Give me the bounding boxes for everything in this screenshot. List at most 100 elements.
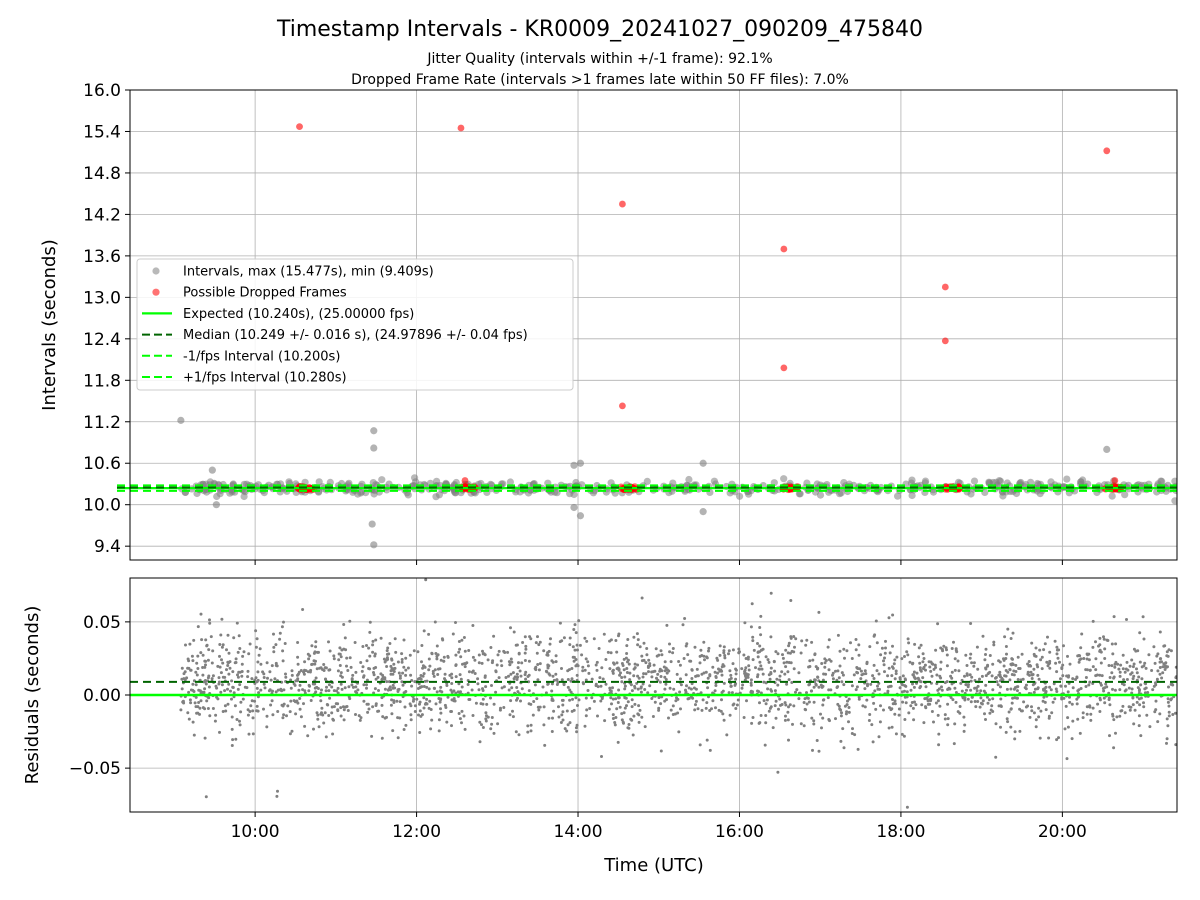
residual-point bbox=[872, 677, 876, 680]
residual-point bbox=[454, 664, 458, 667]
residual-point bbox=[339, 682, 343, 686]
residual-point bbox=[536, 678, 540, 682]
residual-point bbox=[917, 646, 921, 650]
residual-point bbox=[903, 684, 907, 688]
residual-point bbox=[374, 638, 378, 642]
residual-point bbox=[257, 691, 261, 695]
residual-point bbox=[953, 722, 957, 726]
residual-point bbox=[1038, 648, 1042, 652]
residual-point bbox=[812, 685, 816, 689]
residual-point bbox=[918, 666, 922, 670]
residual-point bbox=[408, 653, 412, 657]
residual-point bbox=[497, 649, 501, 653]
residual-point bbox=[958, 711, 962, 715]
residual-point bbox=[303, 724, 307, 728]
residual-point bbox=[963, 674, 966, 678]
residual-point bbox=[936, 713, 940, 717]
residual-point bbox=[918, 679, 922, 683]
residual-point bbox=[664, 678, 668, 681]
residual-point bbox=[711, 665, 715, 669]
residual-point bbox=[859, 677, 863, 681]
residual-point bbox=[759, 664, 763, 668]
residual-point bbox=[1089, 718, 1093, 722]
residual-point bbox=[550, 697, 554, 701]
residual-point bbox=[941, 649, 945, 653]
residual-point bbox=[622, 657, 626, 661]
residual-point bbox=[1137, 689, 1141, 693]
residual-point bbox=[774, 716, 778, 720]
interval-point bbox=[685, 475, 693, 484]
residual-point bbox=[954, 647, 958, 651]
residual-point bbox=[668, 686, 672, 690]
residual-point bbox=[758, 701, 761, 705]
residual-point bbox=[1081, 711, 1085, 715]
residual-point bbox=[1085, 652, 1089, 656]
residual-point bbox=[227, 682, 231, 686]
residual-point bbox=[1127, 686, 1131, 690]
residual-point bbox=[633, 702, 637, 706]
residual-point bbox=[1079, 646, 1083, 650]
residual-point bbox=[817, 610, 821, 614]
residual-point bbox=[440, 637, 444, 641]
residual-point bbox=[328, 696, 332, 700]
x-tick-label-0: 10:00 bbox=[231, 822, 280, 842]
residual-point bbox=[336, 686, 340, 690]
residual-point bbox=[937, 732, 941, 736]
residual-point bbox=[701, 698, 705, 702]
residual-point bbox=[514, 730, 518, 734]
interval-point bbox=[378, 476, 386, 484]
residual-point bbox=[265, 725, 269, 729]
residual-point bbox=[1030, 705, 1033, 709]
residual-point bbox=[760, 667, 764, 671]
residual-point bbox=[418, 676, 422, 680]
residual-point bbox=[621, 664, 625, 667]
residual-point bbox=[626, 638, 630, 641]
top-panel: 9.410.010.611.211.812.413.013.614.214.81… bbox=[83, 81, 1178, 565]
legend: Intervals, max (15.477s), min (9.409s)Po… bbox=[136, 258, 574, 391]
residual-point bbox=[758, 644, 762, 648]
residual-point bbox=[307, 683, 311, 687]
residual-point bbox=[434, 702, 438, 706]
residual-point bbox=[646, 666, 650, 669]
residual-point bbox=[421, 666, 425, 670]
residual-point bbox=[221, 643, 225, 647]
residual-point bbox=[1085, 657, 1089, 661]
residual-point bbox=[811, 748, 814, 752]
residual-point bbox=[1065, 757, 1069, 761]
residual-point bbox=[940, 688, 944, 692]
residual-point bbox=[783, 718, 787, 722]
residual-point bbox=[786, 718, 790, 722]
residual-point bbox=[1077, 660, 1081, 664]
residual-point bbox=[231, 738, 235, 742]
residual-point bbox=[871, 674, 875, 678]
residual-point bbox=[1054, 661, 1058, 665]
residual-point bbox=[313, 650, 317, 654]
residual-point bbox=[271, 713, 275, 717]
residual-point bbox=[200, 638, 204, 642]
residual-point bbox=[842, 683, 846, 687]
residual-point bbox=[276, 688, 280, 692]
residual-point bbox=[332, 657, 336, 661]
interval-point bbox=[551, 488, 559, 496]
residual-point bbox=[735, 703, 739, 707]
residual-point bbox=[253, 699, 257, 703]
residual-point bbox=[767, 660, 771, 664]
residual-point bbox=[964, 653, 968, 657]
residual-point bbox=[204, 663, 207, 667]
residual-point bbox=[398, 674, 402, 678]
residual-point bbox=[1165, 717, 1169, 721]
residual-point bbox=[1009, 637, 1013, 640]
x-tick-label-4: 18:00 bbox=[876, 822, 925, 842]
residual-point bbox=[823, 665, 827, 669]
residual-point bbox=[782, 661, 786, 665]
residual-point bbox=[614, 697, 618, 701]
residual-point bbox=[969, 652, 973, 656]
residual-point bbox=[969, 700, 973, 704]
residual-point bbox=[478, 740, 482, 744]
residual-point bbox=[1012, 673, 1016, 677]
residual-point bbox=[575, 723, 579, 727]
residual-point bbox=[614, 716, 618, 719]
residual-point bbox=[678, 663, 682, 667]
residual-point bbox=[324, 678, 328, 681]
residual-point bbox=[939, 646, 943, 650]
